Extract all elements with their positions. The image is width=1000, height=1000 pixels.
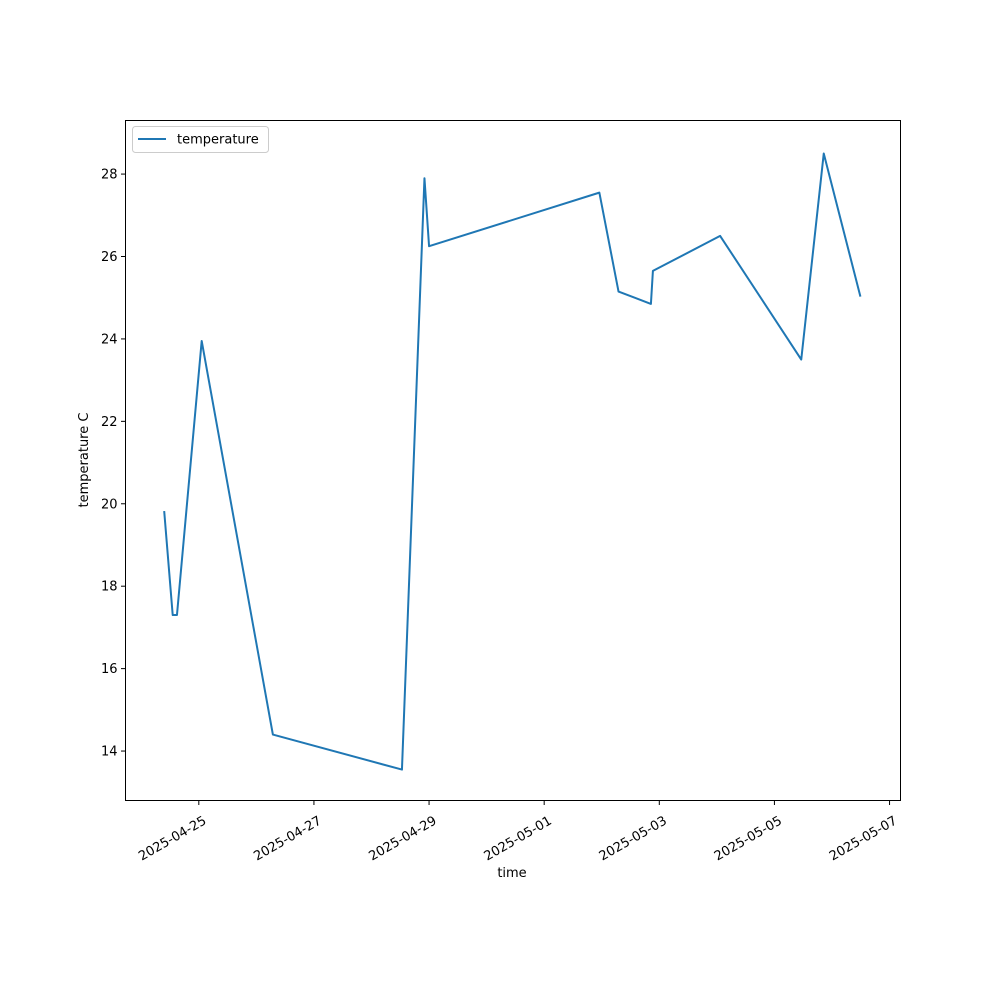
x-tick-label: 2025-05-07 xyxy=(827,814,900,865)
series-layer xyxy=(163,152,862,771)
y-tick-label: 22 xyxy=(101,415,118,430)
y-axis-ticks: 14 16 18 20 22 24 26 28 xyxy=(101,168,126,760)
y-tick-label: 14 xyxy=(101,745,118,760)
x-tick-label: 2025-05-03 xyxy=(597,814,670,865)
y-tick-label: 26 xyxy=(101,250,118,265)
y-axis-label: temperature C xyxy=(77,413,92,508)
x-tick-label: 2025-04-25 xyxy=(136,814,209,865)
plot-frame xyxy=(125,120,901,801)
y-tick-label: 18 xyxy=(101,580,118,595)
series-line-temperature xyxy=(163,152,862,771)
y-tick-label: 16 xyxy=(101,662,118,677)
x-tick-label: 2025-05-01 xyxy=(482,814,555,865)
x-axis-label: time xyxy=(497,866,526,881)
legend-box xyxy=(132,126,269,153)
legend-label: temperature xyxy=(177,133,259,148)
x-tick-label: 2025-04-27 xyxy=(251,814,324,865)
y-tick-label: 24 xyxy=(101,332,118,347)
y-tick-label: 20 xyxy=(101,497,118,512)
legend: temperature xyxy=(132,126,269,153)
x-tick-label: 2025-04-29 xyxy=(367,814,440,865)
y-tick-label: 28 xyxy=(101,168,118,183)
x-tick-label: 2025-05-05 xyxy=(712,814,785,865)
x-axis-ticks: 2025-04-25 2025-04-27 2025-04-29 2025-05-01… xyxy=(136,800,900,865)
